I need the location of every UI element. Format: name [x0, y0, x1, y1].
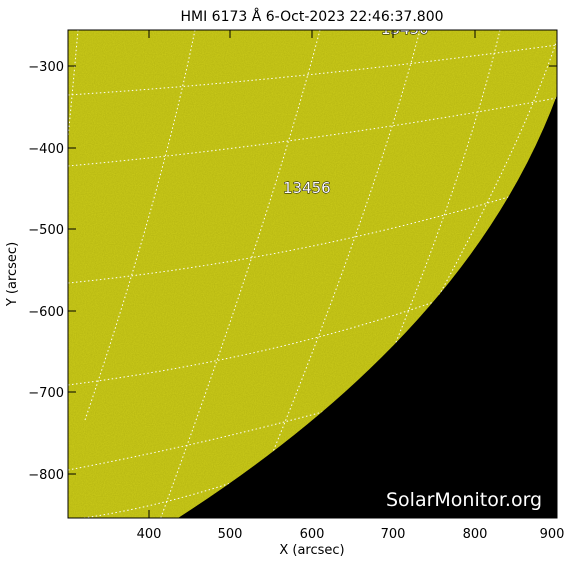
x-tick-label: 800 [463, 527, 488, 542]
y-tick-label: −600 [28, 305, 64, 320]
y-tick-labels: −300 −400 −500 −600 −700 −800 [28, 60, 64, 483]
active-region-labels: 13450 13456 [283, 20, 430, 198]
y-tick-label: −500 [28, 223, 64, 238]
disk-texture [68, 30, 557, 518]
y-tick-label: −800 [28, 468, 64, 483]
image-title: HMI 6173 Å 6-Oct-2023 22:46:37.800 [180, 8, 443, 25]
y-tick-label: −300 [28, 60, 64, 75]
x-tick-labels: 400 500 600 700 800 900 [137, 527, 564, 542]
x-tick-label: 600 [300, 527, 325, 542]
axis-ticks [68, 30, 557, 518]
x-tick-label: 900 [540, 527, 564, 542]
active-region-label[interactable]: 13456 [283, 179, 332, 198]
x-axis-label: X (arcsec) [279, 543, 344, 558]
y-tick-label: −400 [28, 142, 64, 157]
x-tick-label: 500 [218, 527, 243, 542]
active-region-label[interactable]: 13450 [381, 20, 430, 38]
watermark: SolarMonitor.org [386, 489, 542, 511]
y-axis-label: Y (arcsec) [5, 242, 20, 307]
x-tick-label: 700 [381, 527, 406, 542]
plot-area: 13450 13456 SolarMonitor.org [68, 20, 557, 518]
x-tick-label: 400 [137, 527, 162, 542]
y-tick-label: −700 [28, 386, 64, 401]
coordinate-grid [68, 30, 557, 518]
